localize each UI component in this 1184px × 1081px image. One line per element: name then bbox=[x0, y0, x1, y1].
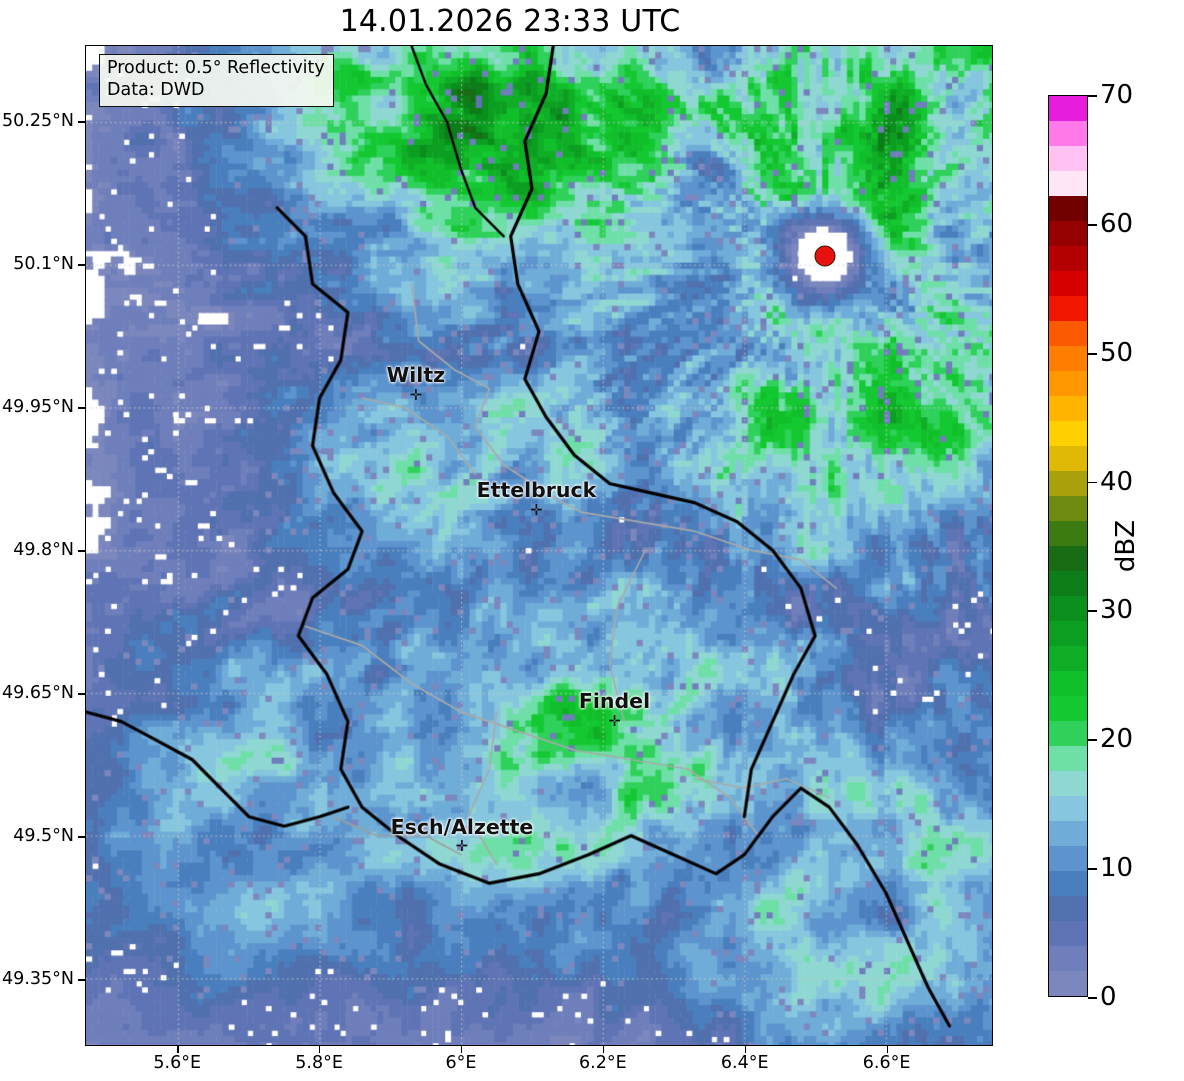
colorbar-band bbox=[1049, 946, 1087, 971]
colorbar-band bbox=[1049, 921, 1087, 946]
colorbar-axis-label: dBZ bbox=[1111, 519, 1141, 573]
product-info-box: Product: 0.5° Reflectivity Data: DWD bbox=[99, 54, 334, 107]
y-axis-tick-mark bbox=[78, 121, 85, 123]
colorbar-band bbox=[1049, 121, 1087, 146]
colorbar-tick-label: 70 bbox=[1100, 80, 1134, 110]
colorbar-tick-mark bbox=[1088, 352, 1097, 355]
colorbar-band bbox=[1049, 796, 1087, 821]
city-label-wiltz: Wiltz ✛ bbox=[387, 365, 445, 403]
colorbar-band bbox=[1049, 746, 1087, 771]
colorbar-band bbox=[1049, 471, 1087, 496]
y-axis-tick-mark bbox=[78, 264, 85, 266]
y-axis-tick-mark bbox=[78, 550, 85, 552]
x-axis-tick-mark bbox=[319, 1046, 321, 1053]
y-axis-tick-mark bbox=[78, 693, 85, 695]
colorbar-band bbox=[1049, 671, 1087, 696]
city-marker-icon: ✛ bbox=[530, 500, 543, 519]
y-axis-tick-label: 49.35°N bbox=[2, 969, 74, 990]
colorbar-band bbox=[1049, 246, 1087, 271]
colorbar-band bbox=[1049, 621, 1087, 646]
colorbar-band bbox=[1049, 396, 1087, 421]
colorbar-band bbox=[1049, 596, 1087, 621]
y-axis-tick-label: 49.95°N bbox=[2, 397, 74, 418]
colorbar-tick-label: 30 bbox=[1100, 595, 1134, 626]
x-axis-tick-label: 5.6°E bbox=[153, 1053, 202, 1073]
y-axis-tick-mark bbox=[78, 407, 85, 409]
y-axis-tick-label: 49.8°N bbox=[13, 540, 74, 561]
colorbar-band bbox=[1049, 721, 1087, 746]
colorbar-band bbox=[1049, 171, 1087, 196]
colorbar-band bbox=[1049, 546, 1087, 571]
colorbar-tick-mark bbox=[1088, 223, 1097, 226]
info-data-line: Data: DWD bbox=[107, 79, 205, 100]
colorbar-band bbox=[1049, 221, 1087, 246]
city-label-findel: Findel ✛ bbox=[579, 691, 650, 729]
colorbar-tick-label: 20 bbox=[1100, 724, 1134, 755]
colorbar-band bbox=[1049, 971, 1087, 996]
city-marker-icon: ✛ bbox=[409, 385, 423, 404]
colorbar-band bbox=[1049, 821, 1087, 846]
colorbar-band bbox=[1049, 271, 1087, 296]
colorbar-band bbox=[1049, 196, 1087, 221]
colorbar-band bbox=[1049, 521, 1087, 546]
x-axis-tick-mark bbox=[460, 1046, 463, 1053]
y-axis-tick-label: 50.25°N bbox=[2, 111, 74, 132]
city-name: Wiltz bbox=[386, 363, 446, 388]
map-overlay-borders-rivers-grid bbox=[86, 46, 992, 1045]
x-axis-tick-mark bbox=[886, 1046, 888, 1053]
colorbar-tick-mark bbox=[1088, 997, 1097, 999]
x-axis-tick-label: 6.4°E bbox=[720, 1053, 769, 1073]
x-axis-tick-label: 6.6°E bbox=[862, 1053, 911, 1073]
y-axis-tick-label: 49.5°N bbox=[13, 826, 74, 847]
colorbar-band bbox=[1049, 146, 1087, 171]
info-product-line: Product: 0.5° Reflectivity bbox=[107, 58, 325, 78]
colorbar-tick-label: 0 bbox=[1100, 982, 1117, 1012]
colorbar-band bbox=[1049, 846, 1087, 871]
city-name: Ettelbruck bbox=[476, 478, 597, 503]
colorbar-tick-label: 40 bbox=[1100, 466, 1134, 497]
colorbar-band bbox=[1049, 296, 1087, 321]
radar-site-marker bbox=[814, 245, 836, 267]
reflectivity-colorbar[interactable] bbox=[1048, 95, 1088, 997]
city-label-ettelbruck: Ettelbruck ✛ bbox=[477, 480, 597, 518]
x-axis-tick-label: 6°E bbox=[445, 1053, 477, 1073]
colorbar-band bbox=[1049, 96, 1087, 121]
colorbar-band bbox=[1049, 771, 1087, 796]
colorbar-band bbox=[1049, 496, 1087, 521]
colorbar-tick-mark bbox=[1088, 481, 1097, 484]
y-axis-tick-mark bbox=[78, 979, 85, 981]
colorbar-band bbox=[1049, 896, 1087, 921]
radar-map-plot[interactable]: Product: 0.5° Reflectivity Data: DWD Wil… bbox=[85, 45, 993, 1046]
colorbar-tick-label: 10 bbox=[1100, 853, 1134, 884]
city-name: Esch/Alzette bbox=[390, 814, 534, 839]
colorbar-band bbox=[1049, 446, 1087, 471]
colorbar-band bbox=[1049, 421, 1087, 446]
x-axis-tick-mark bbox=[177, 1046, 179, 1053]
colorbar-band bbox=[1049, 571, 1087, 596]
colorbar-band bbox=[1049, 346, 1087, 371]
colorbar-band bbox=[1049, 321, 1087, 346]
colorbar-band bbox=[1049, 371, 1087, 396]
colorbar-tick-mark bbox=[1088, 868, 1097, 870]
colorbar-tick-mark bbox=[1088, 739, 1097, 742]
x-axis-tick-label: 6.2°E bbox=[579, 1053, 627, 1073]
page-title: 14.01.2026 23:33 UTC bbox=[339, 4, 681, 39]
y-axis-tick-label: 50.1°N bbox=[13, 254, 74, 275]
colorbar-tick-label: 50 bbox=[1100, 337, 1134, 368]
colorbar-band bbox=[1049, 871, 1087, 896]
city-name: Findel bbox=[578, 689, 651, 714]
city-marker-icon: ✛ bbox=[608, 711, 621, 730]
y-axis-tick-label: 49.65°N bbox=[2, 683, 74, 704]
city-label-esch-alzette: Esch/Alzette ✛ bbox=[391, 817, 534, 855]
colorbar-tick-label: 60 bbox=[1100, 208, 1134, 239]
x-axis-tick-mark bbox=[602, 1046, 605, 1053]
colorbar-band bbox=[1049, 646, 1087, 671]
x-axis-tick-label: 5.8°E bbox=[295, 1053, 343, 1073]
colorbar-tick-mark bbox=[1088, 610, 1097, 613]
colorbar-band bbox=[1049, 696, 1087, 721]
city-marker-icon: ✛ bbox=[455, 837, 469, 856]
y-axis-tick-mark bbox=[78, 836, 85, 838]
x-axis-tick-mark bbox=[744, 1046, 747, 1053]
colorbar-tick-mark bbox=[1088, 95, 1097, 97]
